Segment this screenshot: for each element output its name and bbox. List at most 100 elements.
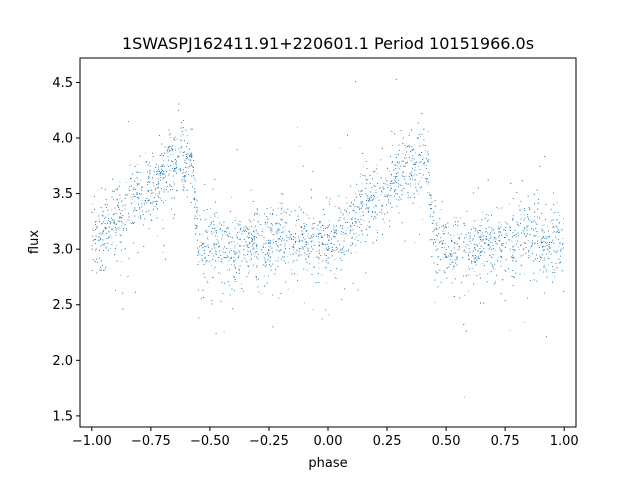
data-point [453,266,455,267]
data-point [327,225,329,226]
data-point [264,237,266,239]
data-point [196,211,198,212]
data-point [408,195,409,196]
data-point [509,330,511,332]
data-point [480,225,482,226]
data-point [307,235,308,237]
data-point [426,183,428,185]
data-point [130,197,132,199]
data-point [107,220,109,222]
data-point [313,266,315,268]
data-point [124,208,126,210]
data-point [459,217,461,219]
data-point [452,261,454,263]
data-point [147,190,149,192]
data-point [235,217,237,219]
data-point [265,247,267,248]
data-point [145,152,147,154]
data-point [335,249,337,251]
data-point [306,241,308,243]
data-point [92,212,94,214]
data-point [105,246,107,248]
data-point [375,189,377,191]
data-point [387,194,389,195]
data-point [500,243,502,244]
data-point [508,203,510,205]
data-point [256,243,257,245]
data-point [199,254,201,256]
data-point [107,214,109,216]
data-point [310,241,312,243]
data-point [336,278,338,279]
data-point [390,185,392,187]
data-point [466,237,467,239]
data-point [180,135,182,137]
data-point [301,227,303,229]
data-point [427,131,429,132]
data-point [463,222,464,224]
data-point [281,218,283,220]
data-point [175,171,177,172]
data-point [479,242,480,244]
data-point [292,262,294,264]
data-point [405,175,407,177]
data-point [165,199,166,201]
data-point [317,225,319,226]
data-point [488,219,490,221]
data-point [162,154,164,156]
data-point [428,192,430,194]
data-point [347,207,348,209]
data-point [557,245,559,247]
data-point [261,293,263,295]
data-point [157,187,159,189]
data-point [140,179,142,181]
data-point [180,127,182,129]
data-point [526,226,527,228]
data-point [226,227,228,228]
data-point [121,241,122,243]
data-point [162,164,164,166]
data-point [294,237,296,239]
data-point [230,247,231,249]
data-point [268,252,270,254]
data-point [392,182,393,184]
data-point [414,242,416,244]
data-point [137,164,139,165]
data-point [257,209,258,211]
data-point [138,198,139,200]
data-point [551,219,552,221]
data-point [373,193,375,195]
data-point [398,161,400,163]
data-point [261,249,262,251]
data-point [440,208,442,210]
data-point [125,221,127,223]
data-point [548,237,549,239]
data-point [360,241,361,243]
data-point [377,173,379,174]
data-point [278,257,279,259]
data-point [324,267,326,269]
data-point [249,250,251,252]
data-point [92,228,93,230]
data-point [491,264,493,265]
data-point [207,239,209,241]
data-point [108,231,110,233]
data-point [184,152,186,153]
data-point [375,198,377,200]
data-point [328,201,330,202]
data-point [363,166,365,168]
data-point [477,232,478,234]
data-point [136,170,138,172]
data-point [238,223,240,225]
data-point [366,195,368,197]
data-point [180,140,182,141]
data-point [237,250,239,251]
data-point [375,211,376,213]
data-point [272,234,274,236]
data-point [389,195,391,197]
data-point [297,126,298,128]
data-point [545,236,547,237]
data-point [468,266,469,268]
data-point [234,250,236,252]
data-point [511,240,513,242]
